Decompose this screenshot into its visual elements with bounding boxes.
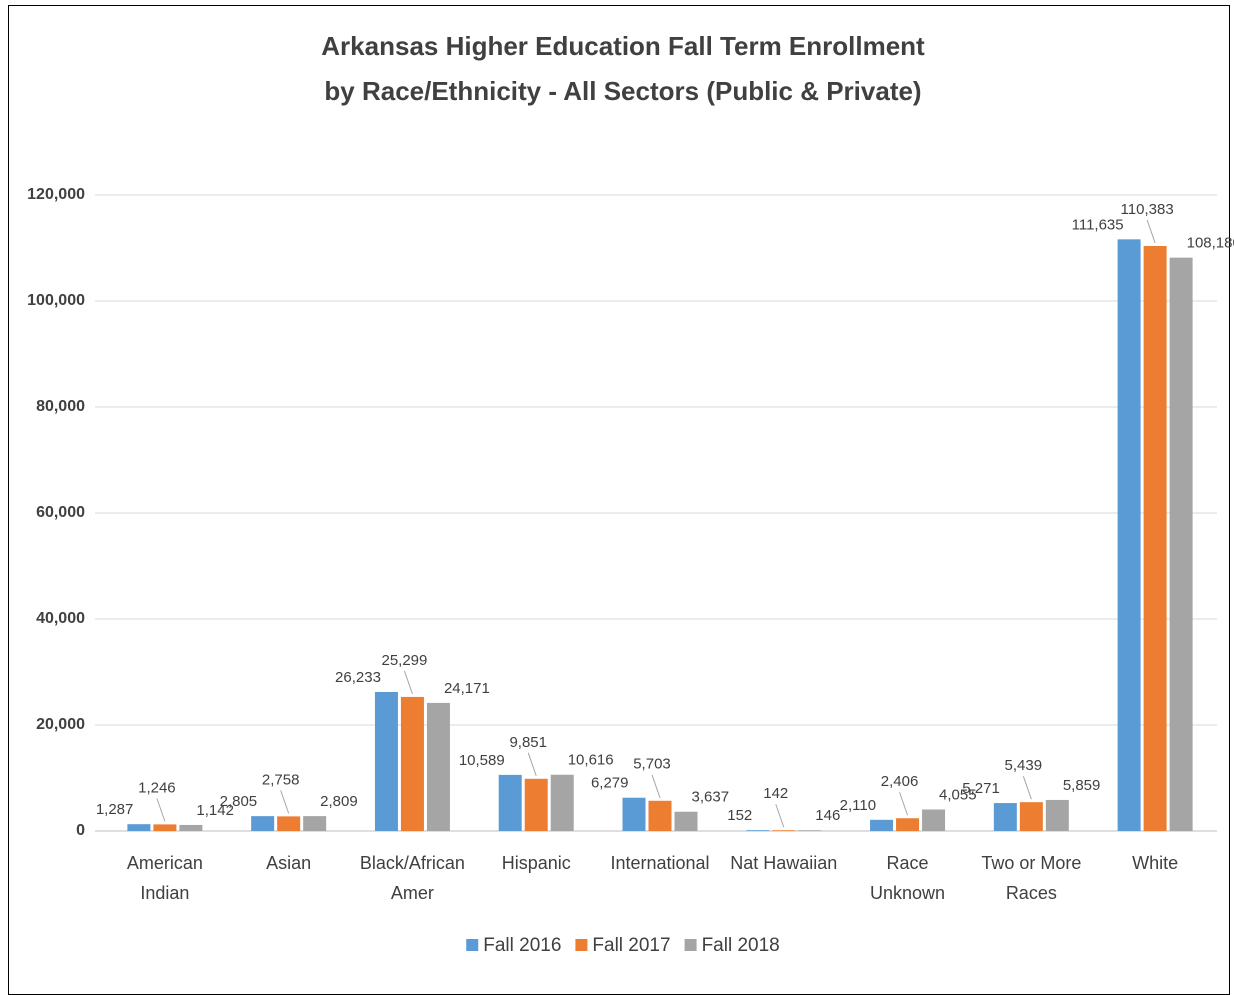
leader-line	[1146, 219, 1156, 244]
bar	[524, 778, 548, 831]
x-tick-label: Hispanic	[501, 853, 571, 873]
bar	[251, 816, 275, 831]
data-label: 24,171	[444, 680, 490, 697]
data-label: 10,616	[568, 752, 614, 769]
bar	[400, 696, 424, 831]
data-label: 3,637	[692, 789, 730, 806]
bar	[993, 803, 1017, 831]
y-tick-label: 20,000	[36, 716, 85, 733]
legend-label: Fall 2016	[483, 935, 561, 956]
bar	[896, 818, 920, 831]
x-tick-label: American Indian	[126, 853, 203, 903]
bar	[426, 702, 450, 831]
data-label: 146	[815, 807, 840, 824]
data-label: 26,233	[335, 669, 381, 686]
bar	[648, 800, 672, 831]
legend-swatch	[466, 939, 479, 951]
x-tick-label: Two or More Races	[981, 853, 1082, 903]
data-label: 5,703	[633, 756, 671, 773]
data-label: 25,299	[381, 652, 427, 669]
bar	[772, 830, 796, 831]
bar	[1019, 802, 1043, 831]
bar	[498, 774, 522, 831]
data-label: 2,406	[881, 773, 919, 790]
data-label: 2,758	[262, 771, 300, 788]
x-tick-label: International	[610, 853, 710, 873]
data-label: 5,859	[1063, 777, 1101, 794]
bar	[374, 691, 398, 831]
y-tick-label: 80,000	[36, 398, 85, 415]
leader-line	[280, 790, 290, 814]
bar	[1045, 799, 1069, 831]
data-label: 1,246	[138, 779, 176, 796]
leader-line	[156, 798, 166, 822]
leader-line	[527, 752, 537, 776]
bar	[127, 824, 151, 831]
bar	[303, 816, 327, 831]
leader-line	[403, 670, 413, 695]
data-label: 108,180	[1187, 235, 1234, 252]
data-label: 9,851	[509, 734, 547, 751]
bar	[179, 824, 203, 831]
leader-line	[1022, 776, 1032, 800]
y-tick-label: 40,000	[36, 610, 85, 627]
bar	[870, 819, 894, 831]
legend-swatch	[575, 939, 588, 951]
bar	[1169, 257, 1193, 831]
x-tick-label: Asian	[266, 853, 312, 873]
y-tick-label: 60,000	[36, 504, 85, 521]
data-label: 10,589	[459, 752, 505, 769]
data-label: 6,279	[591, 775, 629, 792]
bar	[277, 816, 301, 831]
bar	[922, 809, 946, 831]
legend-label: Fall 2018	[702, 935, 780, 956]
bar	[1143, 245, 1167, 831]
bar	[674, 811, 698, 831]
data-label: 5,271	[962, 780, 1000, 797]
data-label: 5,439	[1005, 757, 1043, 774]
data-label: 4,055	[939, 786, 977, 803]
data-label: 152	[727, 807, 752, 824]
bar	[622, 797, 646, 831]
data-label: 2,110	[840, 797, 876, 814]
leader-line	[899, 792, 909, 816]
bar	[153, 824, 177, 831]
data-label: 1,287	[96, 801, 134, 818]
bar	[550, 774, 574, 831]
data-label: 110,383	[1121, 201, 1174, 218]
bar	[1117, 239, 1141, 832]
x-tick-label: Black/African Amer	[359, 853, 465, 903]
data-label: 2,809	[320, 793, 358, 810]
legend-label: Fall 2017	[592, 935, 670, 956]
x-tick-label: Race Unknown	[870, 853, 946, 903]
x-tick-label: White	[1132, 853, 1179, 873]
data-label: 111,635	[1072, 216, 1124, 233]
bar	[746, 830, 770, 831]
data-label: 142	[763, 785, 788, 802]
chart-title: by Race/Ethnicity - All Sectors (Public …	[324, 76, 921, 106]
legend-swatch	[684, 939, 697, 951]
data-label: 1,142	[196, 802, 234, 819]
y-tick-label: 120,000	[27, 186, 85, 203]
x-tick-label: Nat Hawaiian	[730, 853, 838, 873]
data-label: 2,805	[220, 793, 258, 810]
leader-line	[775, 804, 785, 828]
leader-line	[651, 774, 661, 798]
chart-title: Arkansas Higher Education Fall Term Enro…	[321, 31, 925, 61]
y-tick-label: 100,000	[27, 292, 85, 309]
bar	[798, 830, 822, 831]
y-tick-label: 0	[76, 822, 85, 839]
